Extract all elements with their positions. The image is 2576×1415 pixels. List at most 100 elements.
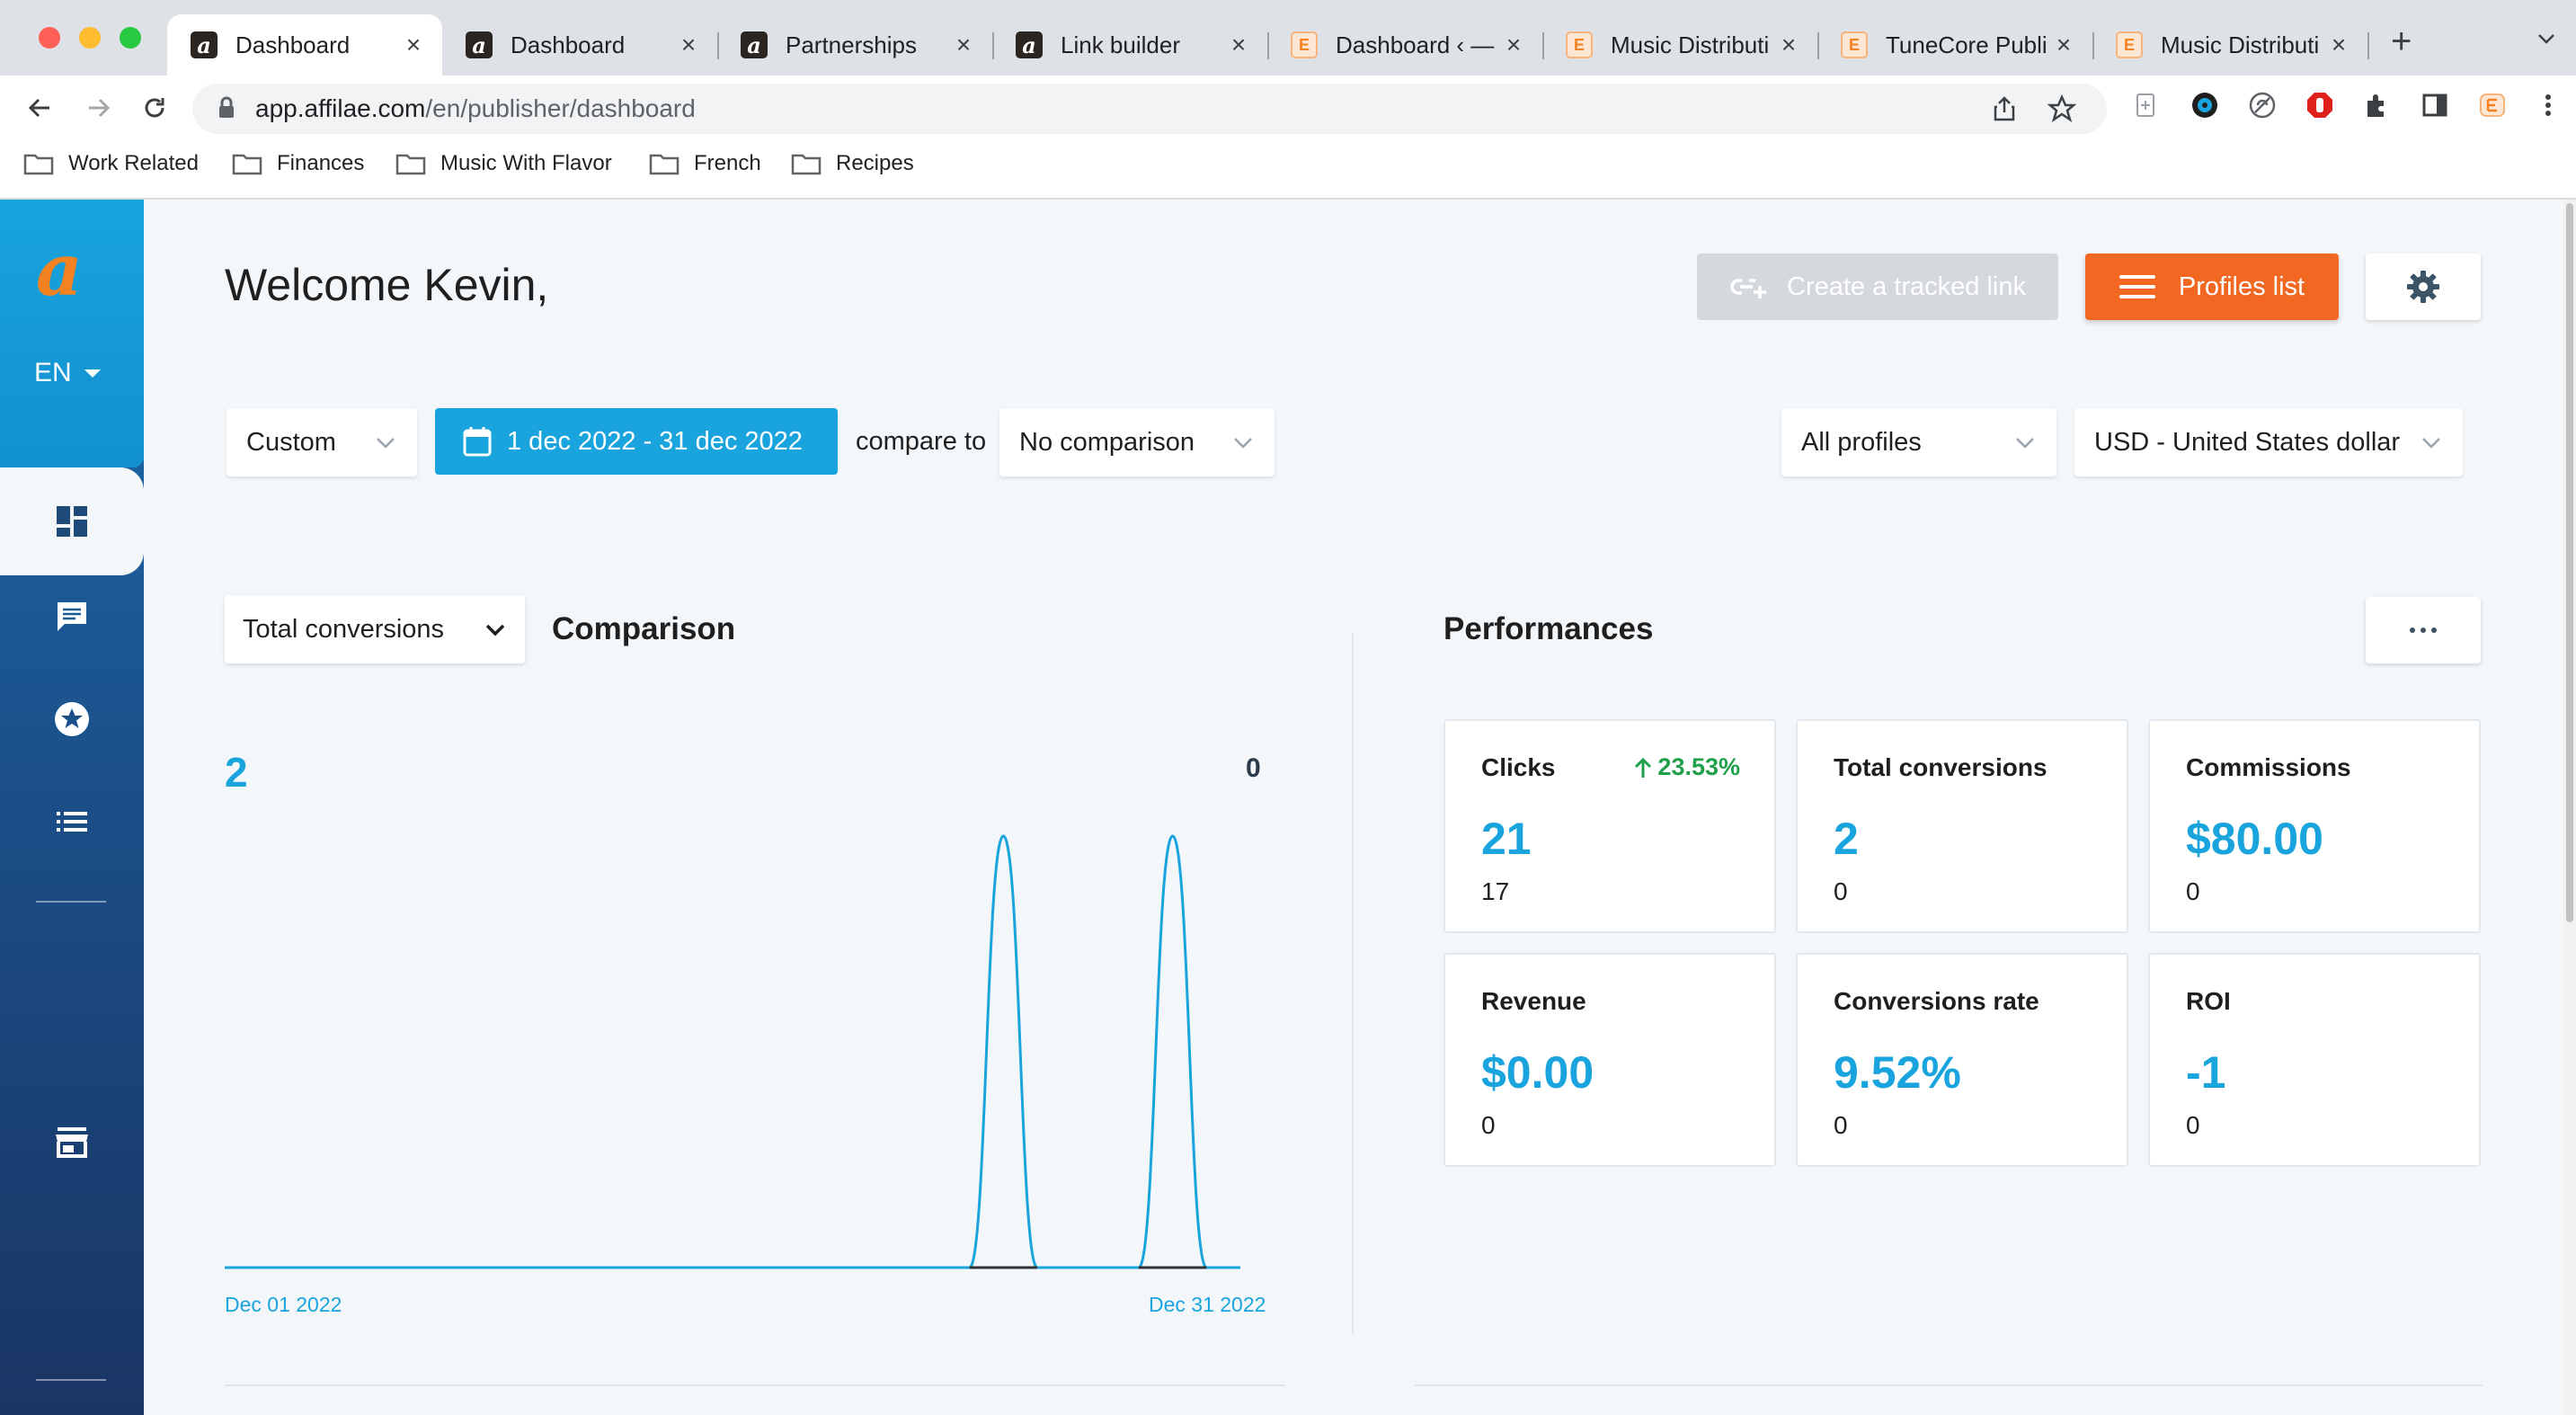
affilae-icon: a	[741, 31, 768, 58]
menu-icon	[2119, 275, 2155, 298]
bookmark-label: French	[694, 151, 761, 175]
forward-icon[interactable]	[83, 92, 115, 124]
tunecore-icon: E	[1291, 31, 1318, 58]
bookmark-folder[interactable]: Recipes	[791, 151, 914, 176]
dashboard-icon	[52, 502, 92, 541]
close-icon[interactable]: ×	[2056, 31, 2072, 58]
profiles-list-button[interactable]: Profiles list	[2085, 254, 2339, 320]
kpi-previous-value: 0	[1481, 1111, 1496, 1139]
metric-value: Total conversions	[243, 614, 445, 644]
kpi-value: 21	[1481, 814, 1532, 864]
bookmark-star-icon[interactable]	[2047, 94, 2076, 123]
kpi-card-conversions-rate: Conversions rate 9.52% 0	[1796, 953, 2128, 1167]
close-icon[interactable]: ×	[680, 31, 697, 58]
extension-clipboard-icon[interactable]	[2130, 90, 2161, 120]
tab-separator	[2092, 32, 2094, 59]
close-icon[interactable]: ×	[1230, 31, 1247, 58]
side-panel-icon[interactable]	[2420, 90, 2450, 120]
more-options-button[interactable]	[2366, 597, 2481, 663]
browser-tab[interactable]: E Dashboard ‹ — ×	[1267, 14, 1542, 76]
browser-tab[interactable]: E Music Distributi ×	[1542, 14, 1817, 76]
chevron-down-icon	[485, 624, 505, 636]
extension-blocker-icon[interactable]	[2247, 90, 2278, 120]
share-icon[interactable]	[1990, 94, 2019, 123]
link-plus-icon	[1730, 279, 1767, 298]
browser-tab-strip: a Dashboard × a Dashboard × a Partnershi…	[0, 0, 2576, 76]
currency-value: USD - United States dollar	[2094, 427, 2401, 457]
kpi-card-commissions: Commissions $80.00 0	[2148, 719, 2481, 933]
page-title: Welcome Kevin,	[225, 260, 549, 310]
series-line-current	[225, 834, 1240, 1269]
list-icon[interactable]	[52, 802, 92, 841]
sidebar-item-dashboard[interactable]	[0, 467, 144, 575]
kpi-card-revenue: Revenue $0.00 0	[1443, 953, 1776, 1167]
bookmark-folder[interactable]: French	[649, 151, 761, 176]
comparison-select[interactable]: No comparison	[999, 408, 1275, 476]
tab-search-icon[interactable]	[2536, 29, 2556, 49]
affilae-icon: a	[191, 31, 218, 58]
minimize-window-button[interactable]	[79, 27, 101, 49]
new-tab-icon[interactable]: +	[2391, 22, 2412, 61]
profile-avatar-icon[interactable]	[2477, 90, 2508, 120]
bookmark-folder[interactable]: Finances	[232, 151, 364, 176]
data-point	[1171, 834, 1175, 838]
close-icon[interactable]: ×	[405, 31, 422, 58]
browser-tab[interactable]: E Music Distributi ×	[2092, 14, 2367, 76]
affilae-logo[interactable]: a	[36, 227, 83, 312]
folder-icon	[395, 154, 426, 175]
tab-title: TuneCore Publi	[1886, 31, 2047, 58]
store-icon[interactable]	[52, 1122, 92, 1161]
tab-title: Music Distributi	[2161, 31, 2320, 58]
close-window-button[interactable]	[39, 27, 60, 49]
folder-icon	[23, 154, 54, 175]
tab-separator	[1542, 32, 1544, 59]
browser-tab[interactable]: a Partnerships ×	[717, 14, 992, 76]
kpi-label: Commissions	[2186, 753, 2351, 781]
url-host: app.affilae.com	[255, 94, 426, 122]
browser-menu-icon[interactable]	[2533, 90, 2563, 120]
arrow-up-icon	[1635, 757, 1652, 778]
folder-icon	[649, 154, 680, 175]
extension-circle-icon[interactable]	[2190, 90, 2220, 120]
browser-tab[interactable]: a Link builder ×	[992, 14, 1267, 76]
bookmark-label: Finances	[277, 151, 365, 175]
close-icon[interactable]: ×	[2331, 31, 2347, 58]
previous-total-value: 0	[1246, 753, 1261, 783]
back-icon[interactable]	[23, 92, 56, 124]
messages-icon[interactable]	[52, 597, 92, 636]
date-range-button[interactable]: 1 dec 2022 - 31 dec 2022	[435, 408, 838, 475]
currency-select[interactable]: USD - United States dollar	[2074, 408, 2463, 476]
close-icon[interactable]: ×	[1781, 31, 1797, 58]
tunecore-icon: E	[1841, 31, 1868, 58]
tab-title: Dashboard	[235, 31, 351, 58]
kpi-value: $80.00	[2186, 814, 2323, 864]
close-icon[interactable]: ×	[955, 31, 972, 58]
close-icon[interactable]: ×	[1506, 31, 1522, 58]
period-select[interactable]: Custom	[227, 408, 417, 476]
metric-select[interactable]: Total conversions	[225, 595, 525, 663]
page-scrollbar-thumb[interactable]	[2566, 203, 2573, 922]
bookmark-folder[interactable]: Work Related	[23, 151, 199, 176]
current-total-value: 2	[225, 749, 248, 796]
browser-tab[interactable]: a Dashboard ×	[442, 14, 717, 76]
extensions-puzzle-icon[interactable]	[2362, 90, 2393, 120]
language-selector[interactable]: EN	[34, 358, 101, 388]
bookmark-label: Recipes	[836, 151, 914, 175]
settings-button[interactable]	[2366, 254, 2481, 320]
extension-adblock-icon[interactable]	[2305, 90, 2335, 120]
url-text: app.affilae.com/en/publisher/dashboard	[255, 94, 696, 123]
tunecore-icon: E	[2116, 31, 2143, 58]
browser-tab[interactable]: E TuneCore Publi ×	[1817, 14, 2092, 76]
profiles-select[interactable]: All profiles	[1781, 408, 2056, 476]
tab-title: Partnerships	[786, 31, 917, 58]
kpi-label: Conversions rate	[1834, 987, 2039, 1015]
profiles-list-label: Profiles list	[2178, 271, 2305, 301]
browser-tab[interactable]: a Dashboard ×	[167, 14, 442, 76]
bookmark-folder[interactable]: Music With Flavor	[395, 151, 612, 176]
address-bar[interactable]: app.affilae.com/en/publisher/dashboard	[192, 84, 2107, 134]
reload-icon[interactable]	[138, 92, 171, 124]
kpi-card-clicks: Clicks 23.53% 21 17	[1443, 719, 1776, 933]
maximize-window-button[interactable]	[120, 27, 141, 49]
favorites-icon[interactable]	[52, 699, 92, 739]
create-tracked-link-button[interactable]: Create a tracked link	[1697, 254, 2058, 320]
